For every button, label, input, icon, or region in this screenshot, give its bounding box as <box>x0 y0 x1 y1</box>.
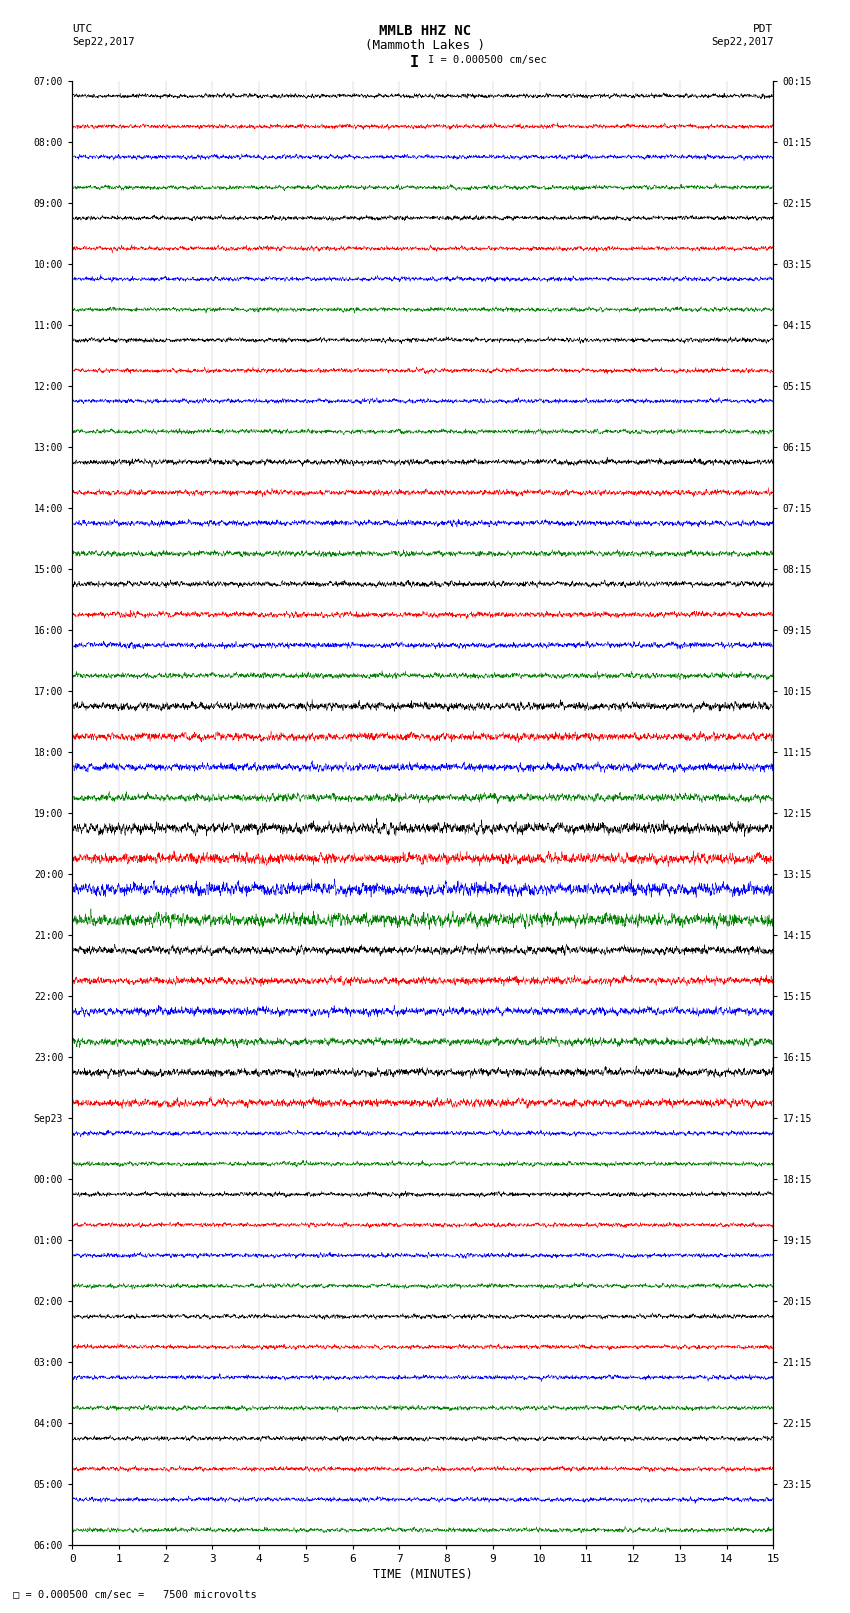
Text: I: I <box>411 55 419 69</box>
Text: UTC: UTC <box>72 24 93 34</box>
Text: (Mammoth Lakes ): (Mammoth Lakes ) <box>365 39 485 52</box>
Text: Sep22,2017: Sep22,2017 <box>72 37 135 47</box>
Text: MMLB HHZ NC: MMLB HHZ NC <box>379 24 471 39</box>
X-axis label: TIME (MINUTES): TIME (MINUTES) <box>373 1568 473 1581</box>
Text: □ = 0.000500 cm/sec =   7500 microvolts: □ = 0.000500 cm/sec = 7500 microvolts <box>13 1590 257 1600</box>
Text: I = 0.000500 cm/sec: I = 0.000500 cm/sec <box>428 55 547 65</box>
Text: PDT: PDT <box>753 24 774 34</box>
Text: Sep22,2017: Sep22,2017 <box>711 37 774 47</box>
